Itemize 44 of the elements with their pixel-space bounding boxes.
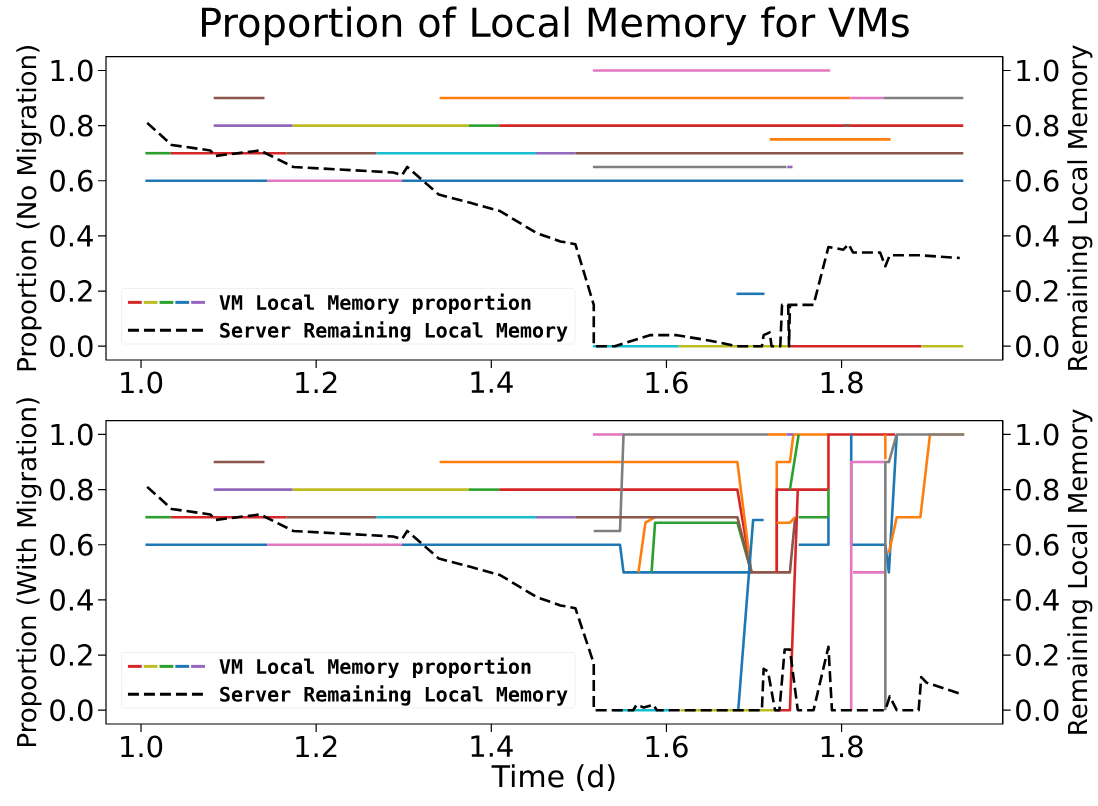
y2-axis-title: Remaining Local Memory (1067, 409, 1093, 734)
x-tick-label: 1.0 (121, 371, 163, 394)
x-tick-label: 1.4 (471, 371, 513, 393)
y2-tick-label: 1.0 (1017, 59, 1059, 82)
chart-title: Proportion of Local Memory for VMs (201, 6, 909, 46)
x-tick-label: 1.6 (646, 735, 688, 758)
y-axis-title: Proportion (No Migration) (16, 46, 42, 371)
x-tick-label: 1.0 (121, 735, 163, 758)
legend-label: Server Remaining Local Memory (220, 685, 568, 706)
x-tick-label: 1.4 (471, 735, 513, 757)
x-tick-label: 1.2 (296, 735, 337, 758)
y2-tick-label: 0.2 (1016, 644, 1058, 667)
y-tick-label: 0.6 (50, 169, 93, 192)
x-axis-title: Time (d) (491, 764, 615, 792)
x-tick-label: 1.8 (821, 371, 863, 394)
x-tick-label: 1.6 (646, 371, 688, 394)
y2-tick-label: 0.6 (1016, 169, 1059, 192)
y2-tick-label: 0.6 (1016, 533, 1059, 556)
y-tick-label: 1.0 (51, 423, 93, 446)
y-tick-label: 0.6 (50, 533, 93, 556)
y2-tick-label: 0.8 (1016, 478, 1059, 501)
y2-tick-label: 0.2 (1016, 280, 1058, 303)
y-tick-label: 0.0 (50, 699, 93, 722)
y2-tick-label: 0.4 (1016, 224, 1059, 247)
y-axis-title: Proportion (With Migration) (16, 398, 42, 747)
legend-label: VM Local Memory proportion (219, 293, 531, 314)
y-tick-label: 0.2 (50, 644, 92, 667)
y2-tick-label: 0.0 (1016, 699, 1059, 722)
y-tick-label: 0.2 (50, 280, 92, 303)
y2-tick-label: 1.0 (1017, 423, 1059, 446)
y-tick-label: 0.4 (50, 224, 93, 247)
y2-axis-title: Remaining Local Memory (1067, 45, 1093, 370)
y2-tick-label: 0.4 (1016, 588, 1059, 611)
y-tick-label: 0.8 (50, 478, 93, 501)
y2-tick-label: 0.8 (1016, 114, 1059, 137)
legend-label: VM Local Memory proportion (219, 657, 531, 678)
x-tick-label: 1.2 (296, 371, 337, 394)
y-tick-label: 0.4 (50, 588, 93, 611)
x-tick-label: 1.8 (821, 735, 863, 758)
legend-label: Server Remaining Local Memory (220, 321, 568, 342)
y2-tick-label: 0.0 (1016, 335, 1059, 358)
y-tick-label: 0.0 (50, 335, 93, 358)
y-tick-label: 0.8 (50, 114, 93, 137)
y-tick-label: 1.0 (51, 59, 93, 82)
